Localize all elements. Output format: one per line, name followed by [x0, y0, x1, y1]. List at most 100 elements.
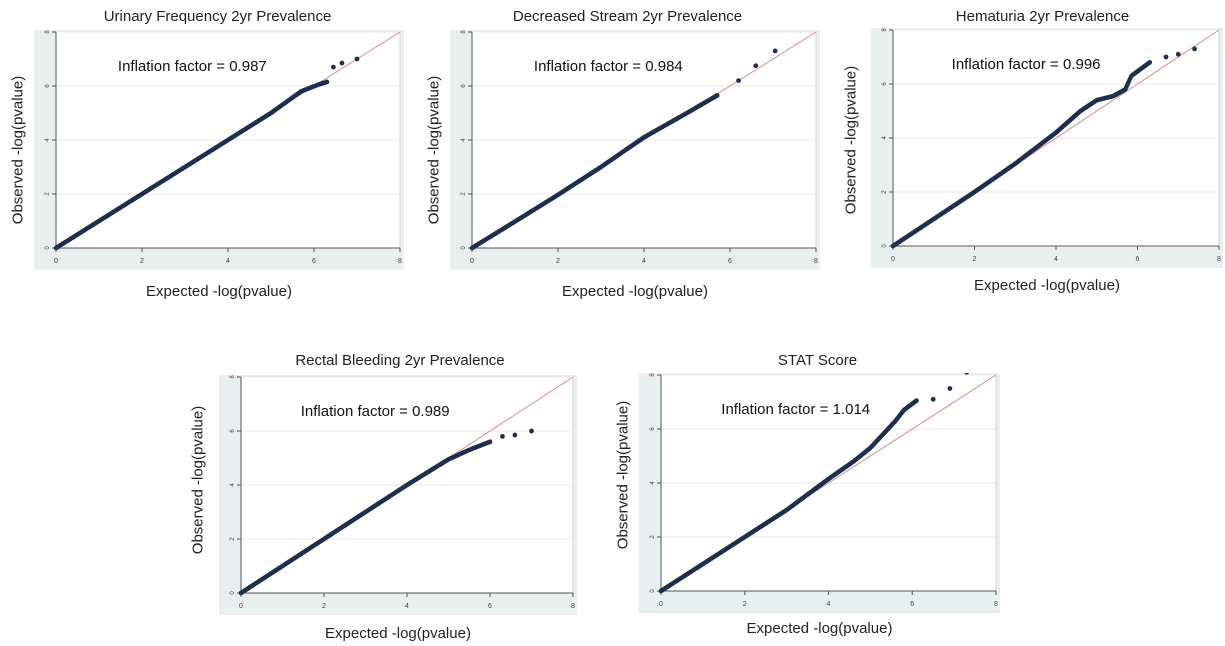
y-tick-label: 8: [461, 30, 467, 34]
x-tick-label: 6: [488, 603, 492, 610]
qq-plot: 0 2 4 6 8 0 2 4 6 8 Inflation factor = 0.989: [219, 375, 577, 615]
y-tick-label: 4: [230, 483, 236, 487]
x-tick-label: 0: [659, 601, 663, 608]
y-tick-label: 2: [461, 192, 467, 196]
data-point: [914, 398, 919, 404]
data-point: [500, 434, 505, 439]
qq-panel-rectal-bleeding: Rectal Bleeding 2yr Prevalence Observed …: [180, 345, 580, 645]
y-tick-label: 6: [650, 427, 656, 431]
y-tick-label: 4: [650, 481, 656, 485]
x-tick-label: 4: [226, 258, 230, 265]
x-tick-label: 6: [312, 258, 316, 265]
data-point: [772, 48, 778, 54]
x-tick-label: 0: [239, 603, 243, 610]
x-axis-label: Expected -log(pvalue): [974, 277, 1120, 294]
y-tick-label: 2: [650, 535, 656, 539]
y-axis-label: Observed -log(pvalue): [9, 75, 27, 225]
data-point: [512, 432, 518, 438]
inflation-factor-annotation: Inflation factor = 1.014: [721, 401, 870, 418]
y-tick-label: 4: [461, 138, 467, 142]
inflation-factor-annotation: Inflation factor = 0.996: [952, 56, 1101, 73]
y-tick-label: 8: [650, 373, 656, 377]
chart-title: Rectal Bleeding 2yr Prevalence: [295, 352, 505, 369]
data-points: [890, 46, 1197, 249]
data-points: [53, 56, 360, 251]
inflation-factor-annotation: Inflation factor = 0.984: [534, 58, 683, 75]
chart-title: Hematuria 2yr Prevalence: [955, 8, 1130, 25]
y-tick-label: 0: [45, 246, 51, 250]
x-tick-label: 4: [1054, 256, 1058, 263]
x-tick-label: 4: [642, 258, 646, 265]
chart-title: Urinary Frequency 2yr Prevalence: [103, 8, 332, 25]
y-tick-label: 0: [882, 244, 888, 248]
data-point: [1147, 60, 1153, 65]
y-axis-label: Observed -log(pvalue): [614, 400, 632, 550]
x-axis-label: Expected -log(pvalue): [562, 283, 708, 300]
data-point: [930, 396, 936, 402]
data-point: [354, 56, 360, 62]
qq-plot: 0 2 4 6 8 0 2 4 6 8 Inflation factor = 0.987: [34, 30, 404, 270]
y-tick-label: 8: [230, 375, 236, 379]
data-point: [1175, 51, 1181, 57]
x-tick-label: 0: [891, 256, 895, 263]
x-tick-label: 8: [814, 258, 818, 265]
x-axis-label: Expected -log(pvalue): [146, 283, 292, 300]
y-tick-label: 8: [45, 30, 51, 34]
x-tick-label: 6: [910, 601, 914, 608]
x-tick-label: 2: [973, 256, 977, 263]
x-tick-label: 8: [398, 258, 402, 265]
x-tick-label: 6: [1136, 256, 1140, 263]
data-point: [714, 93, 720, 98]
y-tick-label: 6: [461, 84, 467, 88]
y-tick-label: 0: [230, 591, 236, 595]
y-tick-label: 2: [45, 192, 51, 196]
data-point: [330, 64, 336, 70]
y-tick-label: 2: [882, 190, 888, 194]
chart-title: STAT Score: [777, 352, 858, 369]
data-point: [324, 79, 330, 85]
y-tick-label: 0: [650, 589, 656, 593]
x-tick-label: 4: [827, 601, 831, 608]
y-tick-label: 4: [882, 136, 888, 140]
data-point: [487, 439, 493, 445]
data-point: [964, 373, 969, 375]
data-points: [658, 373, 969, 594]
y-tick-label: 2: [230, 537, 236, 541]
y-tick-label: 6: [45, 84, 51, 88]
y-axis-label: Observed -log(pvalue): [189, 405, 207, 555]
inflation-factor-annotation: Inflation factor = 0.987: [118, 58, 267, 75]
data-point: [753, 63, 759, 69]
y-tick-label: 6: [230, 429, 236, 433]
x-tick-label: 6: [728, 258, 732, 265]
x-tick-label: 2: [556, 258, 560, 265]
x-axis-label: Expected -log(pvalue): [746, 620, 893, 637]
y-axis-label: Observed -log(pvalue): [425, 75, 443, 225]
x-tick-label: 2: [743, 601, 747, 608]
qq-panel-hematuria: Hematuria 2yr Prevalence Observed -log(p…: [830, 0, 1225, 310]
y-tick-label: 8: [882, 28, 888, 32]
y-tick-label: 0: [461, 246, 467, 250]
y-tick-label: 6: [882, 82, 888, 86]
chart-title: Decreased Stream 2yr Prevalence: [512, 8, 743, 25]
x-axis-label: Expected -log(pvalue): [325, 625, 471, 642]
x-tick-label: 0: [54, 258, 58, 265]
qq-panel-decreased-stream: Decreased Stream 2yr Prevalence Observed…: [410, 0, 820, 310]
x-tick-label: 2: [322, 603, 326, 610]
x-tick-label: 8: [994, 601, 998, 608]
qq-panel-stat-score: STAT Score Observed -log(pvalue) 0 2 4 6 8 0 2…: [605, 345, 1000, 645]
x-tick-label: 2: [140, 258, 144, 265]
qq-panel-urinary-frequency: Urinary Frequency 2yr Prevalence Observe…: [0, 0, 405, 310]
x-tick-label: 0: [470, 258, 474, 265]
data-point: [947, 386, 953, 391]
data-points: [469, 48, 778, 251]
y-axis-label: Observed -log(pvalue): [842, 65, 860, 215]
x-tick-label: 8: [571, 603, 575, 610]
x-tick-label: 8: [1217, 256, 1221, 263]
qq-plot: 0 2 4 6 8 0 2 4 6 8 Inflation factor = 0.996: [871, 28, 1223, 268]
y-tick-label: 4: [45, 138, 51, 142]
x-tick-label: 4: [405, 603, 409, 610]
data-point: [736, 78, 741, 83]
data-point: [529, 428, 534, 434]
data-point: [1163, 54, 1169, 60]
data-point: [339, 60, 345, 66]
